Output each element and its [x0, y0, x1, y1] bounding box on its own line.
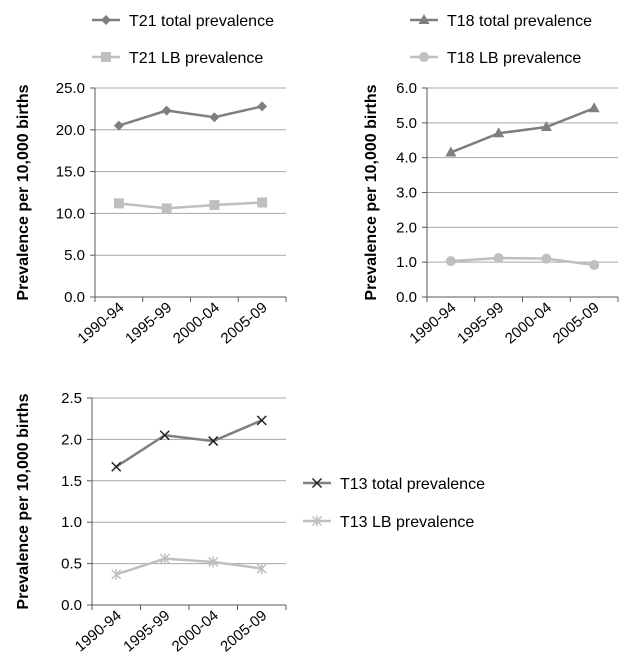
legend-label: T18 LB prevalence: [447, 50, 581, 67]
legend-label: T21 LB prevalence: [129, 50, 263, 67]
legend-item: T18 LB prevalence: [410, 50, 581, 67]
data-point: [257, 101, 268, 112]
x-tick-label: 1995-99: [454, 299, 507, 347]
y-tick-label: 0.0: [64, 289, 85, 306]
y-tick-label: 10.0: [56, 205, 85, 222]
data-point: [541, 253, 552, 264]
data-point: [256, 563, 267, 575]
x-tick-label: 1995-99: [120, 607, 173, 655]
data-point: [209, 200, 220, 211]
y-tick-label: 0.5: [61, 556, 82, 573]
x-tick-label: 2000-04: [169, 607, 222, 655]
data-point: [113, 120, 124, 131]
y-tick-label: 5.0: [396, 115, 417, 132]
series-line: [450, 256, 595, 267]
y-tick-label: 2.5: [61, 390, 82, 407]
y-tick-label: 5.0: [64, 247, 85, 264]
legend-marker: [311, 477, 323, 489]
legend-label: T13 total prevalence: [340, 476, 485, 493]
legend-marker: [418, 14, 430, 24]
data-point: [111, 568, 122, 580]
legend-label: T18 total prevalence: [447, 13, 592, 30]
y-axis-title: Prevalence per 10,000 births: [15, 393, 32, 609]
legend: T21 total prevalence T21 LB prevalence: [92, 13, 274, 67]
data-point: [256, 415, 267, 426]
chart-panel-t21: Prevalence per 10,000 births T21 total p…: [15, 13, 287, 347]
series-line: [118, 201, 263, 210]
x-tick-label: 2000-04: [170, 299, 223, 347]
series-line: [118, 105, 263, 127]
data-point: [208, 556, 219, 568]
x-tick-label: 2000-04: [502, 299, 555, 347]
data-point: [113, 198, 124, 209]
y-tick-label: 0.0: [61, 597, 82, 614]
data-point: [493, 252, 504, 263]
y-axis-title: Prevalence per 10,000 births: [363, 84, 380, 300]
chart-panel-t13: Prevalence per 10,000 births T13 total p…: [15, 390, 485, 655]
data-point: [209, 112, 220, 123]
data-point: [445, 256, 456, 267]
legend-marker: [419, 52, 429, 62]
y-axis-title: Prevalence per 10,000 births: [15, 84, 32, 300]
y-tick-label: 1.0: [61, 514, 82, 531]
y-tick-label: 15.0: [56, 164, 85, 181]
legend-label: T13 LB prevalence: [340, 514, 474, 531]
y-tick-label: 0.0: [396, 289, 417, 306]
legend-marker: [101, 52, 111, 62]
data-point: [161, 105, 172, 116]
data-point: [111, 461, 122, 472]
data-point: [588, 102, 600, 113]
y-tick-label: 1.5: [61, 473, 82, 490]
x-tick-label: 1990-94: [406, 299, 459, 347]
x-tick-label: 1995-99: [122, 299, 175, 347]
y-tick-label: 20.0: [56, 122, 85, 139]
y-tick-label: 4.0: [396, 150, 417, 167]
series-line: [115, 557, 262, 576]
data-point: [208, 436, 219, 447]
x-tick-label: 2005-09: [217, 607, 270, 655]
legend-item: T18 total prevalence: [410, 13, 592, 30]
legend: T13 total prevalence T13 LB prevalence: [303, 476, 485, 531]
x-tick-label: 1990-94: [72, 607, 125, 655]
legend-marker: [311, 515, 323, 527]
legend-item: T21 total prevalence: [92, 13, 274, 30]
x-tick-label: 2005-09: [218, 299, 271, 347]
x-tick-label: 1990-94: [74, 299, 127, 347]
y-tick-label: 3.0: [396, 185, 417, 202]
data-point: [445, 146, 457, 157]
legend-label: T21 total prevalence: [129, 13, 274, 30]
y-tick-label: 1.0: [396, 254, 417, 271]
data-point: [159, 430, 170, 441]
x-tick-label: 2005-09: [550, 299, 603, 347]
series-line: [115, 419, 263, 468]
data-point: [159, 553, 170, 565]
data-point: [257, 197, 268, 208]
legend: T18 total prevalence T18 LB prevalence: [410, 13, 592, 67]
data-point: [540, 121, 552, 132]
data-point: [161, 203, 172, 214]
legend-item: T13 total prevalence: [303, 476, 485, 493]
legend-marker: [101, 15, 111, 25]
chart-panel-t18: Prevalence per 10,000 births T18 total p…: [363, 13, 619, 347]
data-point: [589, 259, 600, 270]
y-tick-label: 2.0: [61, 431, 82, 448]
data-point: [493, 127, 505, 138]
y-tick-label: 2.0: [396, 219, 417, 236]
y-tick-label: 25.0: [56, 80, 85, 97]
legend-item: T21 LB prevalence: [92, 50, 263, 67]
y-tick-label: 6.0: [396, 80, 417, 97]
legend-item: T13 LB prevalence: [303, 514, 474, 531]
series-line: [450, 107, 595, 154]
